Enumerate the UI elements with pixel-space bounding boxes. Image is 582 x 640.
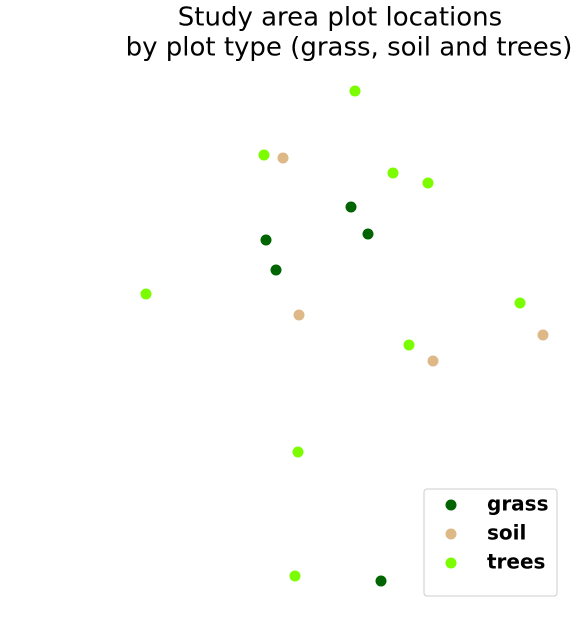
point	[292, 446, 304, 458]
legend-label: soil	[487, 521, 526, 545]
point	[260, 234, 272, 246]
point	[293, 309, 305, 321]
point	[140, 288, 152, 300]
legend-marker	[445, 499, 457, 511]
point	[270, 264, 282, 276]
point	[403, 339, 415, 351]
legend-marker	[445, 557, 457, 569]
point	[375, 575, 387, 587]
point	[277, 152, 289, 164]
point	[345, 201, 357, 213]
legend-marker	[445, 528, 457, 540]
legend-box	[423, 488, 558, 597]
chart-title: by plot type (grass, soil and trees)	[126, 33, 573, 63]
chart-title: Study area plot locations	[178, 3, 502, 33]
point	[387, 167, 399, 179]
point	[422, 177, 434, 189]
point	[362, 228, 374, 240]
point	[258, 149, 270, 161]
point	[537, 329, 549, 341]
point	[514, 297, 526, 309]
point	[427, 355, 439, 367]
legend-label: trees	[487, 550, 545, 574]
point	[349, 85, 361, 97]
point	[289, 570, 301, 582]
legend-label: grass	[487, 492, 548, 516]
